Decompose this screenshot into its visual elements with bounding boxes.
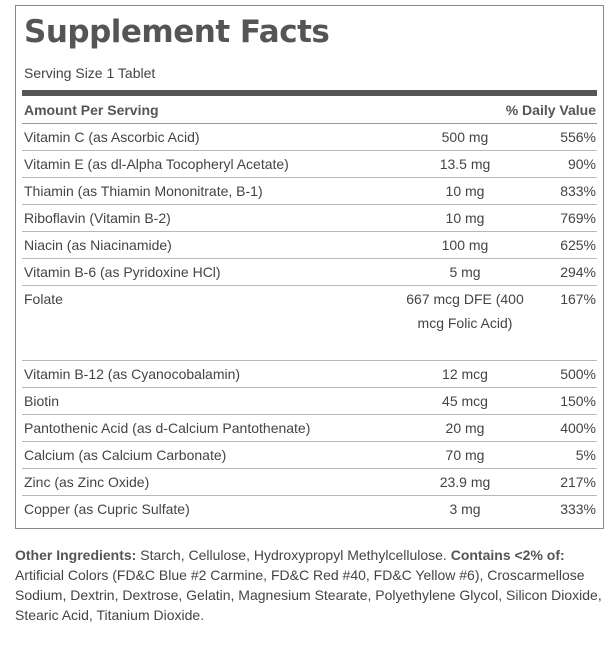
nutrient-amount: 13.5 mg — [439, 156, 491, 172]
nutrient-daily-value: 150% — [560, 393, 596, 409]
nutrient-amount: 45 mcg — [442, 393, 488, 409]
nutrient-amount: 10 mg — [445, 183, 485, 199]
nutrient-amount: 667 mcg DFE (400 mcg Folic Acid) — [406, 291, 524, 331]
table-row: Zinc (as Zinc Oxide) 23.9 mg 217% — [22, 469, 597, 496]
nutrient-amount: 23.9 mg — [439, 474, 491, 490]
other-ingredients-text: Starch, Cellulose, Hydroxypropyl Methylc… — [136, 547, 451, 563]
panel-title: Supplement Facts — [24, 14, 330, 50]
nutrient-amount: 12 mcg — [442, 366, 488, 382]
nutrient-name: Vitamin B-12 (as Cyanocobalamin) — [24, 366, 241, 382]
nutrient-amount: 500 mg — [441, 129, 489, 145]
nutrient-daily-value: 769% — [560, 210, 596, 226]
other-ingredients: Other Ingredients: Starch, Cellulose, Hy… — [15, 545, 605, 625]
nutrient-name: Zinc (as Zinc Oxide) — [24, 474, 150, 490]
table-row: Copper (as Cupric Sulfate) 3 mg 333% — [22, 496, 597, 522]
supplement-facts-panel: Supplement Facts Serving Size 1 Tablet A… — [15, 5, 604, 529]
nutrient-daily-value: 556% — [560, 129, 596, 145]
table-row: Thiamin (as Thiamin Mononitrate, B-1) 10… — [22, 178, 597, 205]
other-ingredients-label: Other Ingredients: — [15, 547, 137, 563]
nutrient-name: Niacin (as Niacinamide) — [24, 237, 172, 253]
table-row: Riboflavin (Vitamin B-2) 10 mg 769% — [22, 205, 597, 232]
amount-per-serving-header: Amount Per Serving — [24, 102, 159, 118]
table-row: Vitamin E (as dl-Alpha Tocopheryl Acetat… — [22, 151, 597, 178]
nutrient-daily-value: 90% — [567, 156, 596, 172]
nutrient-name: Riboflavin (Vitamin B-2) — [24, 210, 171, 226]
nutrient-name: Calcium (as Calcium Carbonate) — [24, 447, 227, 463]
nutrient-name: Vitamin E (as dl-Alpha Tocopheryl Acetat… — [24, 156, 289, 172]
table-row: Calcium (as Calcium Carbonate) 70 mg 5% — [22, 442, 597, 469]
nutrient-daily-value: 294% — [560, 264, 596, 280]
table-row: Biotin 45 mcg 150% — [22, 388, 597, 415]
nutrient-amount: 10 mg — [445, 210, 485, 226]
nutrient-daily-value: 400% — [560, 420, 596, 436]
nutrient-table: Vitamin C (as Ascorbic Acid) 500 mg 556%… — [22, 124, 597, 522]
table-row: Folate 667 mcg DFE (400 mcg Folic Acid) … — [22, 286, 597, 361]
nutrient-daily-value: 833% — [560, 183, 596, 199]
nutrient-daily-value: 167% — [560, 291, 596, 307]
table-row: Pantothenic Acid (as d-Calcium Pantothen… — [22, 415, 597, 442]
nutrient-amount: 100 mg — [441, 237, 489, 253]
thick-divider — [22, 90, 597, 96]
nutrient-amount: 70 mg — [445, 447, 485, 463]
contains-label: Contains <2% of: — [450, 547, 565, 563]
table-row: Vitamin B-6 (as Pyridoxine HCl) 5 mg 294… — [22, 259, 597, 286]
table-header: Amount Per Serving % Daily Value — [22, 96, 597, 124]
nutrient-name: Vitamin B-6 (as Pyridoxine HCl) — [24, 264, 221, 280]
table-row: Vitamin B-12 (as Cyanocobalamin) 12 mcg … — [22, 361, 597, 388]
nutrient-name: Copper (as Cupric Sulfate) — [24, 501, 190, 517]
nutrient-amount: 20 mg — [445, 420, 485, 436]
table-row: Niacin (as Niacinamide) 100 mg 625% — [22, 232, 597, 259]
table-row: Vitamin C (as Ascorbic Acid) 500 mg 556% — [22, 124, 597, 151]
nutrient-amount: 5 mg — [449, 264, 481, 280]
nutrient-amount: 3 mg — [449, 501, 481, 517]
nutrient-name: Pantothenic Acid (as d-Calcium Pantothen… — [24, 420, 311, 436]
nutrient-daily-value: 500% — [560, 366, 596, 382]
nutrient-name: Thiamin (as Thiamin Mononitrate, B-1) — [24, 183, 263, 199]
nutrient-daily-value: 333% — [560, 501, 596, 517]
nutrient-name: Folate — [24, 291, 63, 307]
nutrient-name: Biotin — [24, 393, 60, 409]
nutrient-daily-value: 5% — [575, 447, 596, 463]
nutrient-name: Vitamin C (as Ascorbic Acid) — [24, 129, 200, 145]
nutrient-daily-value: 625% — [560, 237, 596, 253]
serving-size: Serving Size 1 Tablet — [24, 65, 156, 81]
nutrient-daily-value: 217% — [560, 474, 596, 490]
daily-value-header: % Daily Value — [505, 102, 596, 118]
contains-text: Artificial Colors (FD&C Blue #2 Carmine,… — [15, 567, 602, 623]
